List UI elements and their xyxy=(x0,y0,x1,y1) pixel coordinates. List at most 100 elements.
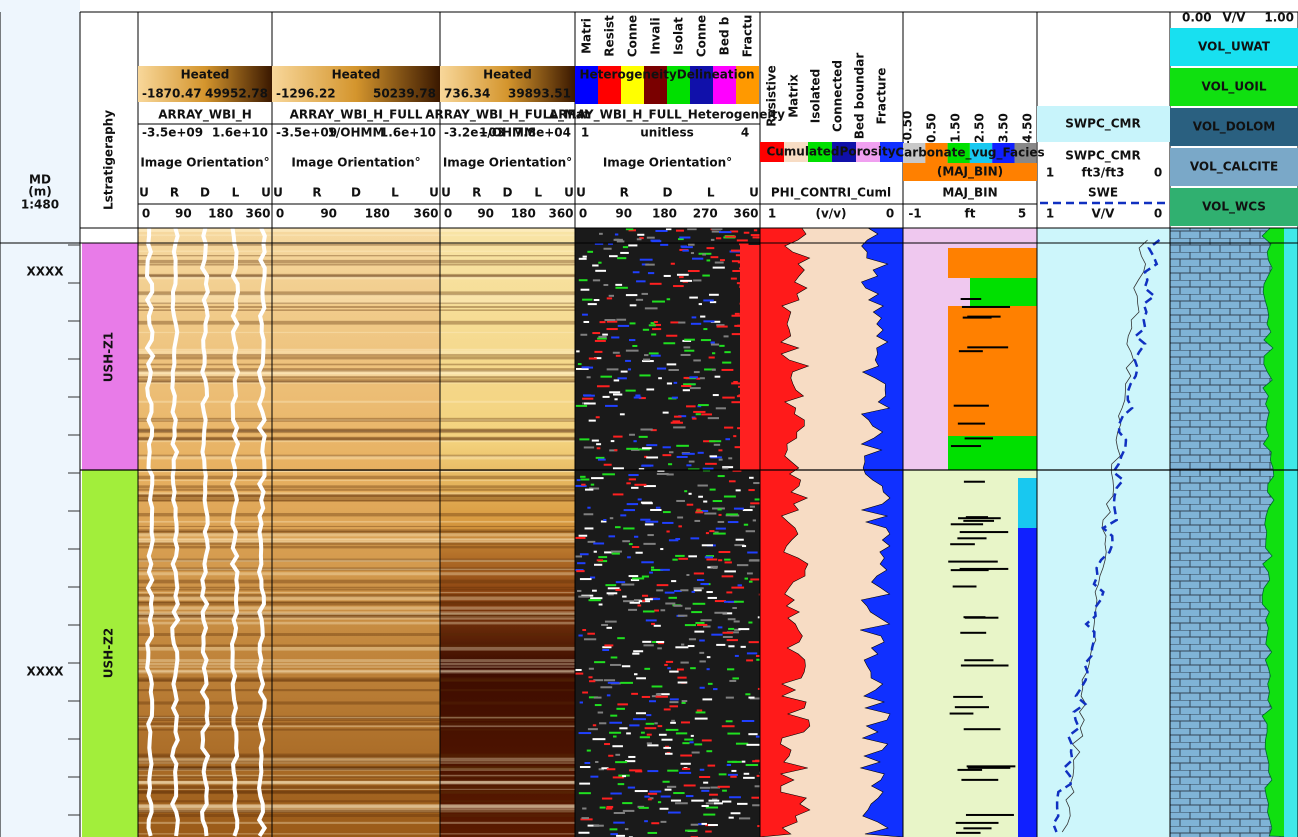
heterogeneity-speck xyxy=(700,377,705,379)
heterogeneity-speck xyxy=(677,274,689,276)
heterogeneity-speck xyxy=(716,237,721,239)
heterogeneity-speck xyxy=(652,685,663,687)
label: ARRAY_WBI_H xyxy=(158,108,252,123)
heterogeneity-speck xyxy=(754,229,757,231)
heterogeneity-speck xyxy=(724,351,730,353)
heterogeneity-speck xyxy=(701,790,709,792)
heterogeneity-speck xyxy=(719,773,727,775)
heterogeneity-speck xyxy=(747,652,757,654)
heterogeneity-speck xyxy=(679,236,690,238)
heterogeneity-speck xyxy=(737,564,748,566)
heterogeneity-speck xyxy=(629,478,636,480)
heterogeneity-speck xyxy=(676,500,685,502)
heterogeneity-speck xyxy=(678,558,688,560)
heterogeneity-speck xyxy=(649,790,661,792)
heterogeneity-speck xyxy=(649,324,656,326)
heterogeneity-speck xyxy=(702,544,713,546)
label: VOL_WCS xyxy=(1202,200,1266,215)
heterogeneity-speck xyxy=(673,426,685,428)
facies-tick xyxy=(954,405,989,407)
heterogeneity-speck xyxy=(598,712,603,714)
label: 0.50 xyxy=(925,113,939,143)
heterogeneity-speck xyxy=(618,325,629,327)
heterogeneity-speck xyxy=(675,555,685,557)
heterogeneity-speck xyxy=(684,339,695,341)
heterogeneity-speck xyxy=(703,328,707,330)
heterogeneity-speck xyxy=(697,624,707,626)
heterogeneity-speck xyxy=(652,301,665,303)
heterogeneity-speck xyxy=(727,764,731,766)
heterogeneity-speck xyxy=(636,299,643,301)
heterogeneity-speck xyxy=(727,733,740,735)
heterogeneity-speck xyxy=(663,342,675,344)
image-stripe xyxy=(138,717,575,719)
scale-tick: 180 xyxy=(511,207,536,221)
heterogeneity-speck xyxy=(661,739,672,741)
heterogeneity-speck xyxy=(579,438,589,440)
heterogeneity-speck xyxy=(684,350,694,352)
heterogeneity-speck xyxy=(607,592,618,594)
heterogeneity-speck xyxy=(589,680,595,682)
heterogeneity-speck xyxy=(631,487,638,489)
heterogeneity-speck xyxy=(703,814,715,816)
label: Bed b xyxy=(718,16,732,55)
heterogeneity-speck xyxy=(614,812,625,814)
heterogeneity-speck xyxy=(716,528,726,530)
heterogeneity-speck xyxy=(598,556,607,558)
label: 1.00 xyxy=(1264,11,1294,25)
scale-tick: 0 xyxy=(276,207,284,221)
heterogeneity-speck xyxy=(593,825,603,827)
heterogeneity-speck xyxy=(708,683,713,685)
scale-tick: 90 xyxy=(320,207,337,221)
heterogeneity-speck xyxy=(668,463,672,465)
scale-tick: 90 xyxy=(477,207,494,221)
heterogeneity-speck xyxy=(719,459,723,461)
heterogeneity-speck xyxy=(644,668,650,670)
label: -3.5e+09 xyxy=(142,126,203,140)
heterogeneity-speck xyxy=(698,496,703,498)
heterogeneity-speck xyxy=(674,382,678,384)
heterogeneity-speck xyxy=(588,303,597,305)
facies-tick xyxy=(958,423,985,425)
heterogeneity-speck xyxy=(593,279,600,281)
heterogeneity-speck xyxy=(630,322,636,324)
heterogeneity-speck xyxy=(580,766,590,768)
heterogeneity-speck xyxy=(654,722,657,724)
heterogeneity-speck xyxy=(700,787,710,789)
orientation-letter: L xyxy=(391,186,399,200)
heterogeneity-speck xyxy=(708,765,716,767)
heterogeneity-speck xyxy=(592,590,597,592)
heterogeneity-speck xyxy=(700,769,705,771)
orientation-letter: D xyxy=(351,186,361,200)
heterogeneity-speck xyxy=(602,646,611,648)
heterogeneity-speck xyxy=(638,604,642,606)
label: 4.50 xyxy=(1021,113,1035,143)
heterogeneity-speck xyxy=(713,394,719,396)
orientation-letter: L xyxy=(707,186,715,200)
label: 2.50 xyxy=(973,113,987,143)
heterogeneity-speck xyxy=(600,807,606,809)
heterogeneity-speck xyxy=(722,790,727,792)
heterogeneity-speck xyxy=(722,397,734,399)
image-stripe xyxy=(138,521,575,523)
heterogeneity-speck xyxy=(667,667,670,669)
heterogeneity-speck xyxy=(695,718,708,720)
heterogeneity-speck xyxy=(676,732,687,734)
heterogeneity-speck xyxy=(672,397,678,399)
label: 7.8e+04 xyxy=(515,126,571,140)
heterogeneity-speck xyxy=(600,686,612,688)
scale-tick: 0 xyxy=(444,207,452,221)
heterogeneity-speck xyxy=(589,668,594,670)
heterogeneity-speck xyxy=(645,264,655,266)
heterogeneity-speck xyxy=(689,297,698,299)
heterogeneity-speck xyxy=(643,359,650,361)
orientation-letter: U xyxy=(749,186,759,200)
zone-name: USH-Z1 xyxy=(102,332,116,382)
heterogeneity-speck xyxy=(711,566,718,568)
heterogeneity-speck xyxy=(729,796,741,798)
heterogeneity-speck xyxy=(600,321,606,323)
scale-tick: 180 xyxy=(208,207,233,221)
heterogeneity-speck xyxy=(699,660,705,662)
heterogeneity-speck xyxy=(584,321,590,323)
heterogeneity-speck xyxy=(616,581,625,583)
